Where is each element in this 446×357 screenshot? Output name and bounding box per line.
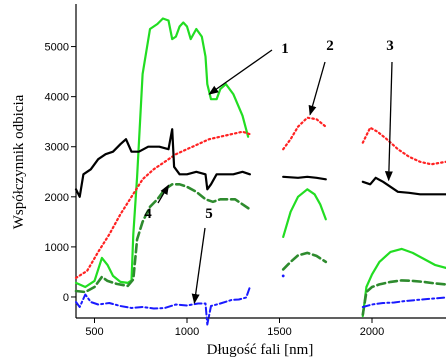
series-5 bbox=[75, 274, 446, 326]
series-5-line bbox=[75, 286, 251, 326]
series-4-line bbox=[361, 279, 446, 316]
x-tick-label: 2000 bbox=[360, 326, 384, 338]
y-tick-label: 1000 bbox=[45, 242, 69, 254]
series-2-line bbox=[282, 116, 327, 151]
series-5-line bbox=[361, 296, 446, 308]
series-4-line bbox=[281, 251, 328, 271]
y-tick-label: 3000 bbox=[45, 142, 69, 154]
series-3-line bbox=[361, 176, 446, 196]
series-2 bbox=[74, 116, 446, 279]
y-tick-label: 0 bbox=[63, 292, 69, 304]
series-4-line bbox=[74, 183, 252, 294]
y-tick-label: 2000 bbox=[45, 192, 69, 204]
y-axis-label: Współczynnik odbicia bbox=[11, 94, 27, 229]
series-3-line bbox=[74, 128, 251, 198]
x-tick-label: 500 bbox=[85, 326, 103, 338]
series-2-line bbox=[74, 130, 251, 279]
callout-3-arrow bbox=[384, 61, 393, 182]
x-tick-label: 1500 bbox=[267, 326, 291, 338]
callout-4-label: 4 bbox=[144, 206, 152, 222]
series-3 bbox=[74, 128, 446, 198]
callout-3-label: 3 bbox=[386, 38, 394, 54]
series-1-line bbox=[74, 17, 250, 289]
series-2-line bbox=[361, 126, 446, 166]
callout-5-label: 5 bbox=[205, 206, 213, 222]
callout-1-label: 1 bbox=[281, 41, 289, 57]
series-1 bbox=[74, 17, 446, 318]
callout-2-label: 2 bbox=[326, 38, 334, 54]
series-1-line bbox=[282, 188, 327, 238]
series-4 bbox=[74, 183, 446, 316]
callout-5-arrow bbox=[191, 227, 206, 304]
callout-1-arrow bbox=[208, 49, 273, 95]
series-1-line bbox=[361, 247, 446, 318]
y-tick-label: 5000 bbox=[45, 42, 69, 54]
callout-4-arrow bbox=[157, 184, 170, 204]
series-5-point bbox=[281, 274, 285, 278]
callout-2-arrow bbox=[308, 61, 326, 116]
series-3-line bbox=[282, 175, 327, 181]
x-axis-label: Długość fali [nm] bbox=[207, 342, 314, 357]
x-tick-label: 1000 bbox=[175, 326, 199, 338]
y-tick-label: 4000 bbox=[45, 92, 69, 104]
